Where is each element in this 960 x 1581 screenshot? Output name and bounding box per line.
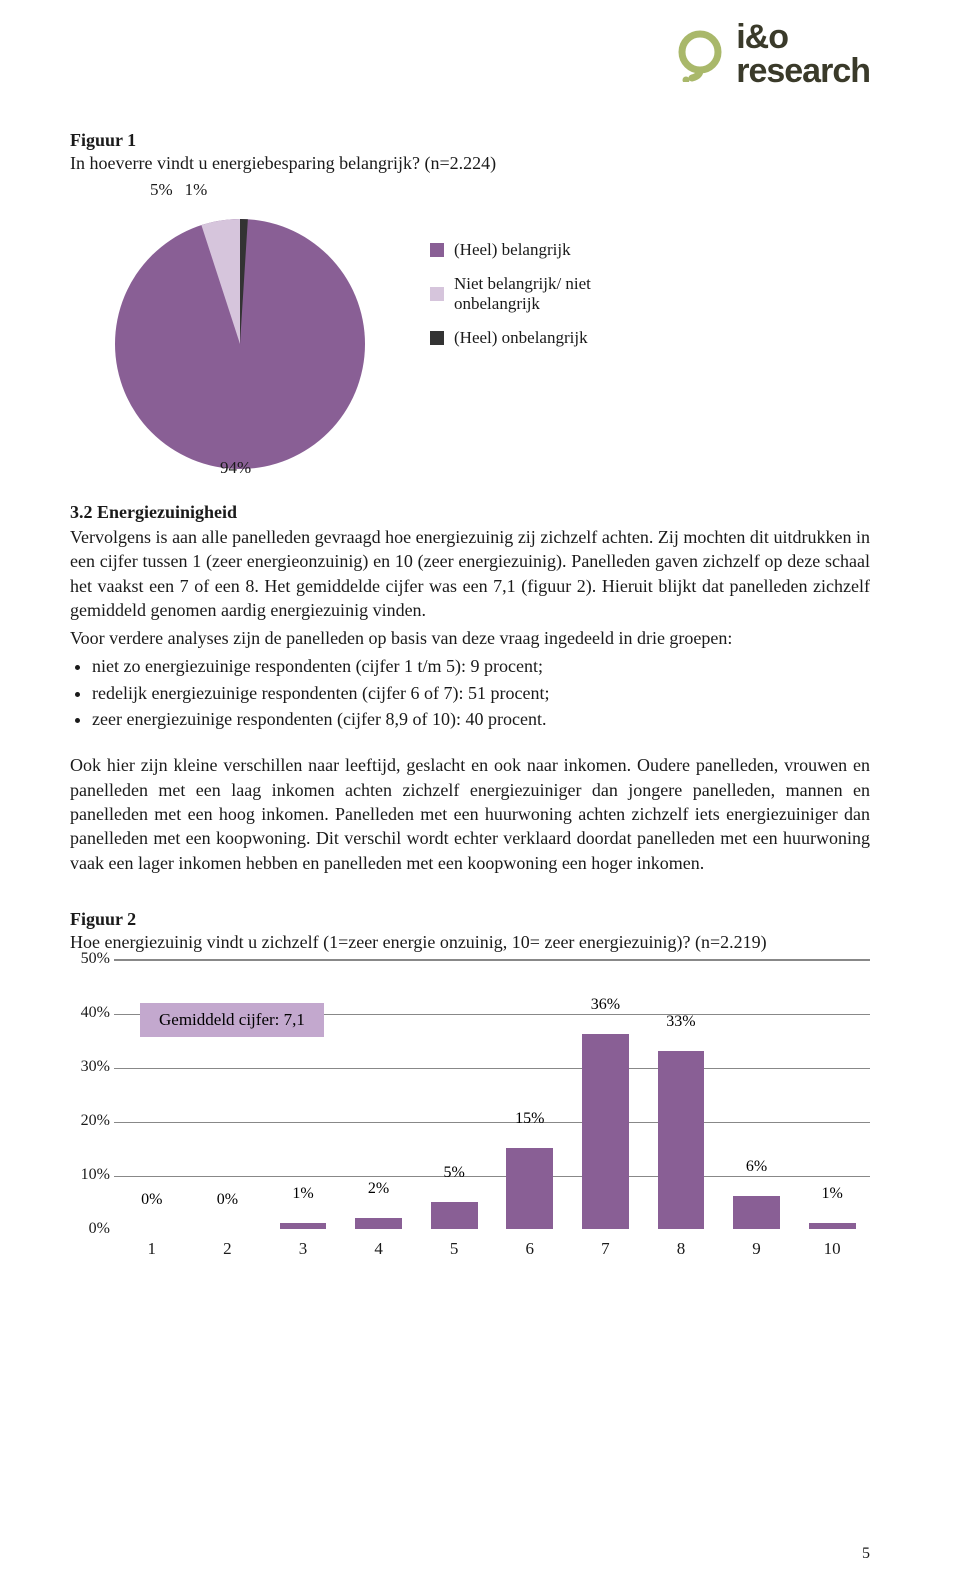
bar xyxy=(355,1218,402,1229)
bar xyxy=(280,1223,327,1228)
x-axis-label: 8 xyxy=(643,1239,719,1259)
figure2-caption: Hoe energiezuinig vindt u zichzelf (1=ze… xyxy=(70,932,870,953)
legend-label: Niet belangrijk/ niet onbelangrijk xyxy=(454,274,634,314)
bar-value-label: 15% xyxy=(515,1110,544,1128)
legend-label: (Heel) belangrijk xyxy=(454,240,571,260)
list-item: zeer energiezuinige respondenten (cijfer… xyxy=(92,707,870,731)
legend-swatch xyxy=(430,243,444,257)
y-axis-label: 50% xyxy=(70,950,110,968)
bar xyxy=(809,1223,856,1228)
list-item: redelijk energiezuinige respondenten (ci… xyxy=(92,681,870,705)
figure1-title: Figuur 1 xyxy=(70,130,870,151)
legend-swatch xyxy=(430,287,444,301)
bar xyxy=(506,1148,553,1229)
bar xyxy=(431,1202,478,1229)
pie-slice-label-1: 1% xyxy=(185,180,208,200)
x-axis-label: 2 xyxy=(190,1239,266,1259)
legend-label: (Heel) onbelangrijk xyxy=(454,328,588,348)
figure2-title: Figuur 2 xyxy=(70,909,870,930)
bar-value-label: 5% xyxy=(444,1164,465,1182)
logo-text-top: i&o xyxy=(736,20,870,54)
bar-value-label: 36% xyxy=(591,996,620,1014)
pie-legend: (Heel) belangrijk Niet belangrijk/ niet … xyxy=(430,240,634,362)
figure1-caption: In hoeverre vindt u energiebesparing bel… xyxy=(70,153,870,174)
paragraph: Vervolgens is aan alle panelleden gevraa… xyxy=(70,525,870,622)
legend-swatch xyxy=(430,331,444,345)
bar-value-label: 0% xyxy=(141,1191,162,1209)
logo: i&o research xyxy=(670,20,870,88)
y-axis-label: 20% xyxy=(70,1112,110,1130)
logo-question-icon xyxy=(670,26,726,82)
bar xyxy=(733,1196,780,1228)
pie-slice-label-94: 94% xyxy=(220,458,251,478)
bullet-list: niet zo energiezuinige respondenten (cij… xyxy=(70,654,870,731)
bar-value-label: 2% xyxy=(368,1180,389,1198)
average-box: Gemiddeld cijfer: 7,1 xyxy=(140,1003,324,1037)
pie-slice-label-5: 5% xyxy=(150,180,173,200)
legend-item: (Heel) onbelangrijk xyxy=(430,328,634,348)
x-axis-label: 6 xyxy=(492,1239,568,1259)
bar xyxy=(582,1034,629,1228)
x-axis-label: 5 xyxy=(416,1239,492,1259)
bar-value-label: 1% xyxy=(821,1185,842,1203)
x-axis-label: 10 xyxy=(794,1239,870,1259)
x-axis-label: 7 xyxy=(568,1239,644,1259)
bar-chart: 0% 0% 1% 2% 5% 15% 36% 33% 6% 1% 12345678910 Gemi… xyxy=(70,959,870,1259)
logo-text-bottom: research xyxy=(736,54,870,88)
paragraph: Ook hier zijn kleine verschillen naar le… xyxy=(70,753,870,874)
x-axis-label: 4 xyxy=(341,1239,417,1259)
x-axis-label: 3 xyxy=(265,1239,341,1259)
y-axis-label: 10% xyxy=(70,1166,110,1184)
bar-value-label: 6% xyxy=(746,1158,767,1176)
bar-value-label: 33% xyxy=(666,1013,695,1031)
y-axis-label: 0% xyxy=(70,1220,110,1238)
pie-chart: 5% 1% 94% xyxy=(90,184,390,484)
bar xyxy=(658,1051,705,1229)
page-number: 5 xyxy=(862,1545,870,1563)
list-lead: Voor verdere analyses zijn de panelleden… xyxy=(70,626,870,650)
y-axis-label: 40% xyxy=(70,1004,110,1022)
list-item: niet zo energiezuinige respondenten (cij… xyxy=(92,654,870,678)
x-axis-label: 1 xyxy=(114,1239,190,1259)
y-axis-label: 30% xyxy=(70,1058,110,1076)
bar-value-label: 1% xyxy=(292,1185,313,1203)
bar-value-label: 0% xyxy=(217,1191,238,1209)
x-axis-label: 9 xyxy=(719,1239,795,1259)
legend-item: Niet belangrijk/ niet onbelangrijk xyxy=(430,274,634,314)
legend-item: (Heel) belangrijk xyxy=(430,240,634,260)
section-heading: 3.2 Energiezuinigheid xyxy=(70,502,870,523)
